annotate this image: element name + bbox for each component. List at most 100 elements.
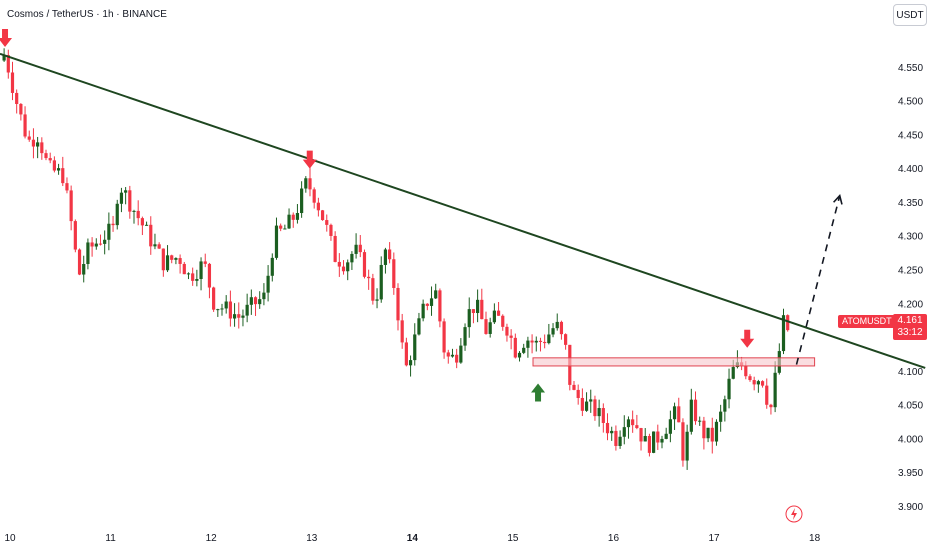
candle-up xyxy=(522,347,526,353)
candle-down xyxy=(710,427,714,442)
candle-down xyxy=(371,278,375,301)
arrow-down-icon xyxy=(302,150,317,169)
y-tick-label: 4.400 xyxy=(898,164,923,175)
candle-up xyxy=(626,419,631,428)
candle-down xyxy=(325,220,329,225)
candle-down xyxy=(656,431,660,443)
candle-up xyxy=(216,309,220,311)
candle-up xyxy=(383,249,388,265)
candle-up xyxy=(199,261,203,279)
time-axis[interactable]: 10 11 12 13 14 15 16 17 18 xyxy=(4,533,820,544)
candle-down xyxy=(191,273,195,281)
candle-down xyxy=(182,263,186,275)
candle-up xyxy=(232,314,237,319)
y-tick-label: 4.450 xyxy=(898,130,923,141)
candle-up xyxy=(719,411,723,422)
candle-down xyxy=(207,263,212,288)
candle-up xyxy=(643,435,647,442)
support-zone[interactable] xyxy=(532,357,816,367)
candle-down xyxy=(6,55,10,73)
y-tick-label: 4.100 xyxy=(898,367,923,378)
candle-up xyxy=(492,310,496,323)
candle-up xyxy=(408,360,413,366)
candle-down xyxy=(27,136,31,140)
candle-down xyxy=(530,340,534,343)
arrow-down-icon xyxy=(740,329,755,348)
candle-up xyxy=(107,223,111,240)
x-tick-label: 14 xyxy=(407,533,419,544)
candle-down xyxy=(392,259,396,288)
candle-down xyxy=(744,365,748,377)
candle-up xyxy=(115,203,119,226)
candle-up xyxy=(56,168,61,171)
candle-down xyxy=(693,399,698,422)
candle-up xyxy=(467,309,471,328)
candle-up xyxy=(534,340,538,343)
symbol-badge: ATOMUSDT xyxy=(838,315,896,328)
candle-down xyxy=(388,249,392,260)
candle-up xyxy=(103,239,107,244)
candle-down xyxy=(44,153,48,159)
projection-path[interactable] xyxy=(795,195,841,365)
candle-up xyxy=(186,273,191,275)
candle-up xyxy=(622,427,626,437)
candle-down xyxy=(760,381,765,386)
x-tick-label: 11 xyxy=(105,533,116,544)
resistance-trendline[interactable] xyxy=(0,52,926,369)
candle-up xyxy=(174,258,178,260)
price-axis[interactable]: 4.550 4.500 4.450 4.400 4.350 4.300 4.250 4.200… xyxy=(898,63,923,513)
candle-up xyxy=(283,228,287,230)
candle-down xyxy=(279,225,283,229)
candle-down xyxy=(253,297,258,305)
y-tick-label: 4.350 xyxy=(898,198,923,209)
candle-up xyxy=(597,408,601,417)
candle-down xyxy=(367,276,371,279)
chart-title: Cosmos / TetherUS · 1h · BINANCE xyxy=(7,9,167,20)
candle-down xyxy=(404,342,408,366)
candle-down xyxy=(509,335,513,338)
candles-layer xyxy=(2,48,790,470)
candle-up xyxy=(86,242,90,265)
candle-up xyxy=(618,436,622,446)
candle-down xyxy=(765,385,769,405)
candle-down xyxy=(52,160,56,171)
candle-up xyxy=(354,244,358,254)
candle-down xyxy=(31,139,36,147)
candle-up xyxy=(274,225,279,258)
candle-down xyxy=(471,309,476,314)
candle-down xyxy=(291,214,295,220)
candle-down xyxy=(505,326,509,336)
candle-down xyxy=(61,168,65,184)
candle-down xyxy=(538,340,543,342)
candle-down xyxy=(601,408,605,423)
candle-down xyxy=(98,243,103,245)
candle-up xyxy=(706,427,710,439)
candle-up xyxy=(249,297,253,305)
candle-up xyxy=(450,354,455,357)
annotations-layer xyxy=(0,29,926,523)
y-tick-label: 3.950 xyxy=(898,468,923,479)
candle-up xyxy=(413,334,417,361)
candle-up xyxy=(526,340,530,348)
candle-down xyxy=(329,224,333,236)
candle-up xyxy=(119,192,124,204)
candle-down xyxy=(19,103,23,115)
y-tick-label: 4.000 xyxy=(898,434,923,445)
candle-up xyxy=(375,299,379,301)
candle-down xyxy=(396,287,400,321)
candle-down xyxy=(614,430,618,446)
candle-down xyxy=(559,321,564,335)
candle-down xyxy=(580,397,584,411)
candle-up xyxy=(417,318,421,335)
candle-up xyxy=(132,210,136,212)
candle-down xyxy=(593,399,597,417)
currency-button[interactable]: USDT xyxy=(893,4,927,26)
x-tick-label: 12 xyxy=(206,533,218,544)
candle-down xyxy=(681,422,685,461)
candle-up xyxy=(434,290,438,299)
candle-up xyxy=(258,299,262,305)
candle-down xyxy=(77,249,82,275)
lightning-icon[interactable] xyxy=(785,505,803,523)
candle-down xyxy=(333,235,337,262)
